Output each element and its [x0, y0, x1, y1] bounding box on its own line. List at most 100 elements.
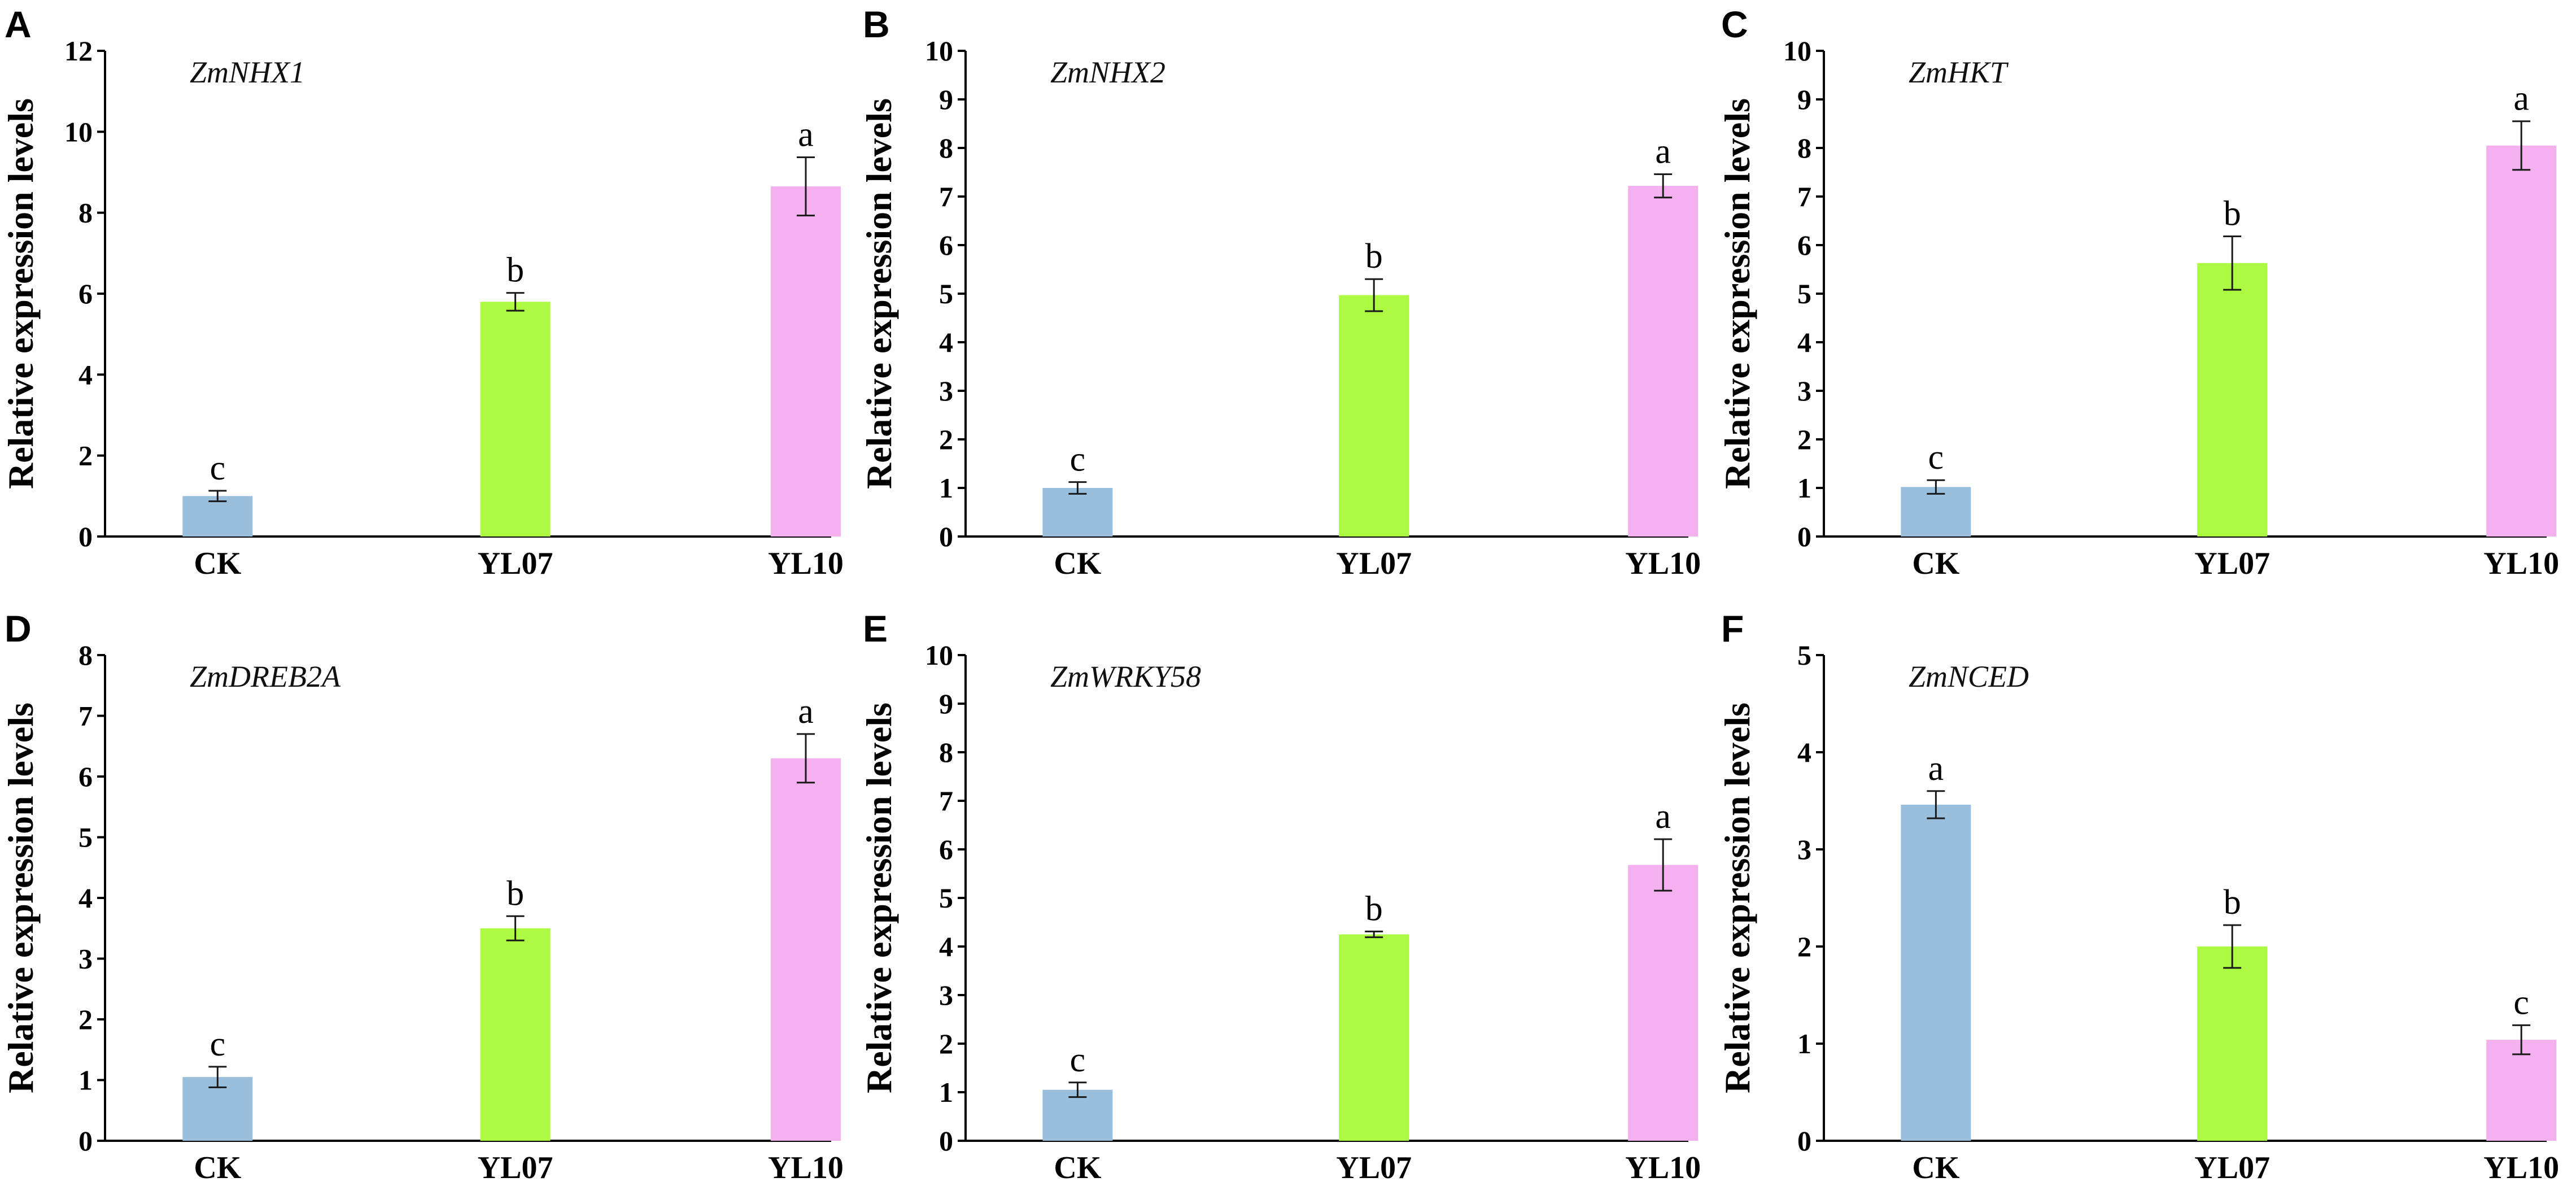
y-tick-label: 6: [939, 229, 953, 261]
y-tick-label: 7: [1797, 181, 1811, 212]
significance-letter: a: [1655, 797, 1671, 836]
bar-yl10: [2486, 145, 2557, 537]
y-tick-label: 8: [1797, 132, 1811, 164]
y-tick-label: 6: [1797, 229, 1811, 261]
y-axis-label: Relative expression levels: [859, 703, 899, 1093]
y-tick-label: 0: [78, 1125, 93, 1157]
gene-title: ZmHKT: [1909, 55, 2009, 89]
y-axis-label: Relative expression levels: [1717, 703, 1757, 1093]
bar-ck: [1042, 1089, 1113, 1141]
panel-letter: A: [5, 3, 32, 45]
significance-letter: b: [507, 251, 524, 290]
gene-title: ZmNCED: [1909, 660, 2029, 694]
chart-panel-c: C Relative expression levels 0 1 2 3 4 5 6 7 8 9 10 Z…: [1717, 3, 2559, 581]
y-tick-label: 2: [939, 424, 953, 455]
y-tick-label: 1: [78, 1065, 93, 1096]
bar-yl10: [1628, 186, 1699, 537]
x-tick-label: CK: [194, 546, 241, 581]
bar-ck: [182, 496, 253, 537]
x-tick-label: YL10: [1625, 546, 1701, 581]
y-tick-label: 3: [939, 979, 953, 1011]
bar-yl10: [770, 758, 841, 1141]
x-tick-label: CK: [1912, 1150, 1959, 1182]
x-tick-label: YL10: [2483, 546, 2559, 581]
bar-ck: [1901, 804, 1971, 1141]
significance-letter: c: [1070, 1041, 1086, 1079]
y-tick-label: 9: [939, 84, 953, 115]
x-tick-label: YL07: [1336, 1150, 1412, 1182]
y-tick-label: 10: [64, 116, 93, 147]
x-tick-label: YL07: [2194, 546, 2270, 581]
significance-letter: b: [2224, 883, 2241, 922]
x-tick-label: YL10: [768, 546, 844, 581]
y-tick-label: 1: [1797, 1028, 1811, 1059]
y-tick-label: 4: [78, 882, 93, 914]
significance-letter: a: [798, 692, 814, 731]
chart-panel-e: E Relative expression levels 0 1 2 3 4 5 6 7 8 9 10 Z…: [859, 608, 1701, 1182]
y-tick-label: 10: [925, 35, 953, 67]
significance-letter: b: [1365, 889, 1383, 928]
y-tick-label: 4: [939, 326, 953, 358]
y-tick-label: 2: [939, 1028, 953, 1059]
y-tick-label: 10: [925, 639, 953, 671]
significance-letter: a: [1655, 132, 1671, 171]
y-tick-label: 0: [1797, 1125, 1811, 1157]
y-tick-label: 0: [939, 1125, 953, 1157]
significance-letter: c: [210, 449, 226, 487]
x-tick-label: YL10: [2483, 1150, 2559, 1182]
x-tick-label: CK: [1054, 1150, 1101, 1182]
bar-yl10: [1628, 865, 1699, 1141]
bar-yl07: [2197, 263, 2268, 537]
y-tick-label: 4: [78, 359, 93, 390]
y-tick-label: 2: [78, 440, 93, 472]
y-axis-label: Relative expression levels: [1, 98, 41, 489]
x-tick-label: CK: [194, 1150, 241, 1182]
bar-yl07: [2197, 947, 2268, 1141]
chart-panel-f: F Relative expression levels 0 1 2 3 4 5 ZmNCED a…: [1717, 608, 2559, 1182]
significance-letter: b: [507, 874, 524, 913]
significance-letter: a: [1928, 749, 1944, 788]
gene-title: ZmNHX2: [1050, 55, 1165, 89]
x-tick-label: YL07: [1336, 546, 1412, 581]
significance-letter: a: [2513, 80, 2529, 118]
y-tick-label: 8: [78, 197, 93, 229]
y-tick-label: 4: [939, 931, 953, 962]
gene-title: ZmWRKY58: [1050, 660, 1201, 694]
y-tick-label: 2: [78, 1004, 93, 1035]
significance-letter: a: [798, 115, 814, 154]
y-tick-label: 9: [939, 688, 953, 719]
y-tick-label: 2: [1797, 931, 1811, 962]
gene-title: ZmNHX1: [190, 55, 305, 89]
bar-ck: [1042, 488, 1113, 537]
y-tick-label: 5: [1797, 278, 1811, 309]
x-tick-label: CK: [1054, 546, 1101, 581]
y-tick-label: 3: [1797, 834, 1811, 865]
bar-yl07: [480, 928, 551, 1141]
significance-letter: c: [1928, 438, 1944, 477]
significance-letter: b: [1365, 237, 1383, 276]
y-axis-label: Relative expression levels: [1717, 98, 1757, 489]
x-tick-label: YL07: [2194, 1150, 2270, 1182]
panel-letter: B: [863, 3, 890, 45]
x-tick-label: YL10: [1625, 1150, 1701, 1182]
panel-letter: E: [863, 608, 888, 649]
y-tick-label: 3: [939, 375, 953, 407]
y-tick-label: 5: [1797, 639, 1811, 671]
bar-ck: [1901, 487, 1971, 537]
x-tick-label: CK: [1912, 546, 1959, 581]
y-tick-label: 0: [1797, 521, 1811, 552]
bar-yl07: [480, 302, 551, 537]
y-tick-label: 5: [78, 822, 93, 853]
y-tick-label: 1: [939, 472, 953, 504]
x-tick-label: YL10: [768, 1150, 844, 1182]
bar-yl07: [1339, 934, 1409, 1141]
x-tick-label: YL07: [478, 1150, 553, 1182]
panel-letter: D: [5, 608, 32, 649]
y-tick-label: 4: [1797, 326, 1811, 358]
y-tick-label: 6: [939, 834, 953, 865]
y-tick-label: 12: [64, 35, 93, 67]
y-tick-label: 5: [939, 882, 953, 914]
y-tick-label: 7: [939, 181, 953, 212]
chart-panel-a: A Relative expression levels 0 2 4 6 8 10 12 ZmNH…: [1, 3, 844, 581]
y-tick-label: 9: [1797, 84, 1811, 115]
